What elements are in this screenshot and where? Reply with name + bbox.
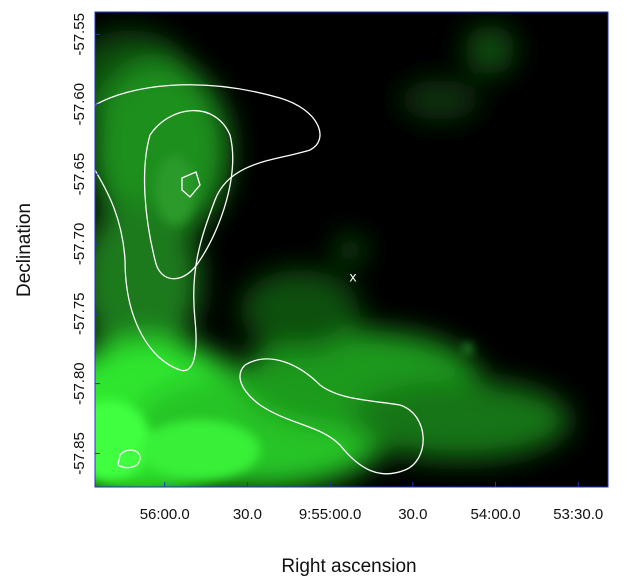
marker-label: x — [350, 269, 357, 285]
y-tick-label: -57.85 — [71, 432, 88, 475]
x-tick-label: 56:00.0 — [140, 506, 190, 523]
y-tick-label: -57.65 — [71, 153, 88, 196]
x-tick-label: 54:00.0 — [471, 506, 521, 523]
x-axis-title: Right ascension — [281, 556, 416, 577]
x-tick-label: 30.0 — [233, 506, 262, 523]
plot-frame — [94, 11, 609, 488]
y-tick-label: -57.75 — [71, 292, 88, 335]
x-tick-label: 30.0 — [398, 506, 427, 523]
y-tick-label: -57.55 — [71, 13, 88, 56]
y-tick-label: -57.60 — [71, 83, 88, 126]
contours — [95, 84, 424, 475]
y-tick-label: -57.70 — [71, 223, 88, 266]
y-tick-label: -57.80 — [71, 362, 88, 405]
emission-image — [95, 25, 570, 487]
x-tick-label: 53:30.0 — [553, 506, 603, 523]
x-tick-label: 9:55:00.0 — [299, 506, 362, 523]
y-axis-title: Declination — [14, 203, 35, 297]
